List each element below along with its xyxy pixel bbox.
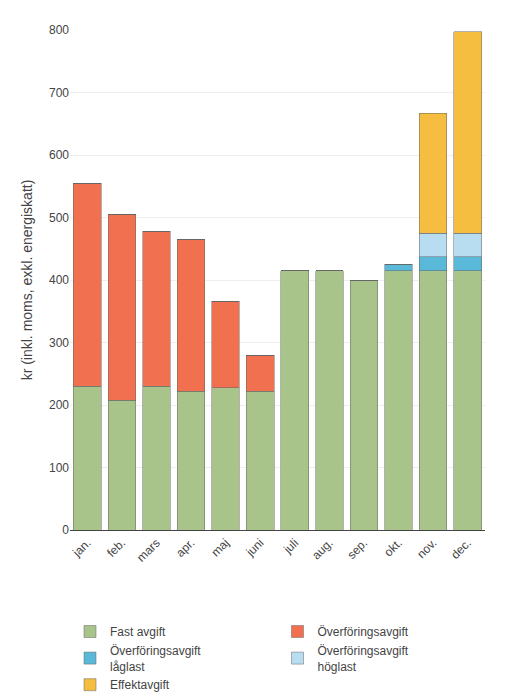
svg-text:400: 400 [49,273,69,287]
svg-text:feb.: feb. [104,536,128,560]
svg-text:0: 0 [62,523,69,537]
svg-text:Fast avgift: Fast avgift [110,625,166,639]
svg-text:kr (inkl. moms, exkl. energisk: kr (inkl. moms, exkl. energiskatt) [19,180,35,381]
svg-text:maj: maj [208,536,232,560]
svg-text:mars: mars [134,536,163,565]
svg-text:100: 100 [49,461,69,475]
svg-text:dec.: dec. [448,536,474,562]
svg-text:aug.: aug. [309,536,335,562]
svg-text:800: 800 [49,23,69,37]
svg-text:Överföringsavgifthöglast: Överföringsavgifthöglast [318,644,409,674]
svg-text:200: 200 [49,398,69,412]
svg-text:500: 500 [49,211,69,225]
svg-text:300: 300 [49,336,69,350]
svg-text:700: 700 [49,86,69,100]
svg-text:600: 600 [49,148,69,162]
svg-text:juni: juni [243,536,267,560]
svg-text:Effektavgift: Effektavgift [110,678,170,692]
svg-text:jan.: jan. [69,536,93,560]
svg-text:Överföringsavgiftlåglast: Överföringsavgiftlåglast [110,644,201,674]
svg-text:juli: juli [280,536,301,557]
svg-text:okt.: okt. [381,536,405,560]
svg-text:Överföringsavgift: Överföringsavgift [318,625,409,639]
svg-text:apr.: apr. [173,536,197,560]
svg-text:sep.: sep. [344,536,370,562]
svg-text:nov.: nov. [414,536,439,561]
